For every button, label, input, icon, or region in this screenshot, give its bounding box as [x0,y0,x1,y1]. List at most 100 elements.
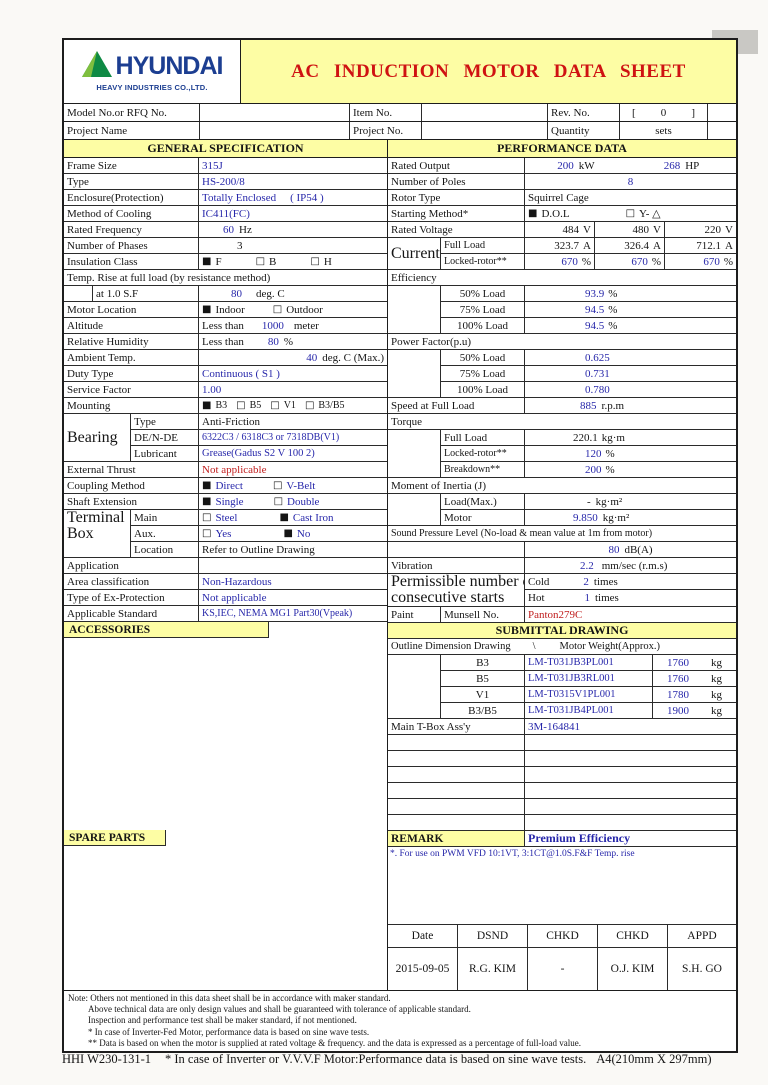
page-footer: HHI W230-131-1 * In case of Inverter or … [62,1052,764,1067]
unit: A [725,239,733,252]
location-option-outdoor: □ Outdoor [273,304,323,316]
option-label: Outdoor [286,303,323,316]
approval-header-row: Date DSND CHKD CHKD APPD [388,925,736,948]
option-label: Y- △ [639,208,661,220]
terminal-box-label: Terminal Box [64,510,131,557]
table-row: Moment of Inertia (J) [388,478,736,494]
mounting-option-b3b5: □ B3/B5 [305,400,345,411]
empty-cell [388,783,525,798]
field-value: Less than 80 % [199,334,387,349]
approval-value-row: 2015-09-05 R.G. KIM - O.J. KIM S.H. GO [388,948,736,990]
drawing-rows: B3 LM-T031JB3PL001 1760 kg B5 LM-T031JB3R… [441,655,736,718]
field-value: □ Yes ■ No [199,526,387,541]
field-label: Altitude [64,318,199,333]
hot-starts: Hot 1 times [525,590,736,605]
field-value: ■ Direct □ V-Belt [199,478,387,493]
title-band: AC INDUCTION MOTOR DATA SHEET [241,40,736,103]
checkbox-icon: ■ [202,480,212,491]
field-label: Rated Output [388,158,525,173]
sub-label: Breakdown** [441,462,525,477]
field-value: 2.2 mm/sec (r.m.s) [525,558,736,573]
field-value: 220.1 kg·m [525,430,736,445]
current-group: Current Full Load 323.7 A 326.4 A 712.1 A L… [388,238,736,270]
table-row: Rated Voltage 484 V 480 V 220 V [388,222,736,238]
field-value: 0.780 [585,383,610,396]
field-value: 6322C3 / 6318C3 or 7318DB(V1) [202,432,340,443]
table-row: Type HS-200/8 [64,174,387,190]
value: 94.5 [585,303,605,316]
weight-value: 1760 [667,656,689,669]
field-value: ■ B3 □ B5 □ V1 □ B3/B5 [199,398,387,413]
terminal-label-line1: Terminal [67,510,125,526]
table-row: Paint Munsell No. Panton279C [388,607,736,623]
drawings-group: B3 LM-T031JB3PL001 1760 kg B5 LM-T031JB3R… [388,655,736,719]
table-row: 100% Load 0.780 [441,382,736,397]
sub-label: Main [131,510,199,525]
field-value: ■ Indoor □ Outdoor [199,302,387,317]
empty-cell [525,815,736,830]
rev-bracket-close: ] [691,106,695,119]
humidity-prefix: Less than [202,335,244,348]
field-value: 0.625 [585,351,610,364]
table-row: Hot 1 times [525,590,736,605]
hot-value: 1 [584,591,591,604]
project-name-label: Project Name [64,122,200,139]
empty-cell [525,767,736,782]
coupling-option-direct: ■ Direct [202,480,243,492]
sf-sub-label: at 1.0 S.F [92,286,199,301]
table-row: Method of Cooling IC411(FC) [64,206,387,222]
option-label: B3 [215,400,228,411]
table-row: Number of Phases 3 [64,238,387,254]
table-row: Speed at Full Load 885 r.p.m [388,398,736,414]
drawing-number: LM-T031JB4PL001 [525,703,653,718]
current-label: Current [388,238,441,269]
voltage-2: 480 V [595,222,665,237]
approval-header-date: Date [388,925,458,947]
field-value: 94.5% [525,318,736,333]
value: 93.9 [585,287,605,300]
enclosure-ip: ( IP54 ) [290,191,324,204]
bearing-group: Bearing Type Anti-Friction DE/N-DE 6322C… [64,414,387,462]
field-label: Shaft Extension [64,494,199,509]
performance-column: Rated Output 200 kW 268 HP Number of Pol… [388,158,736,990]
unit: % [605,463,615,476]
voltage-3-value: 220 [704,223,722,236]
brand-name: HYUNDAI [115,52,224,80]
table-row: Rated Output 200 kW 268 HP [388,158,736,174]
checkbox-icon: ■ [528,208,538,219]
location-option-indoor: ■ Indoor [202,304,245,316]
pf-title: Power Factor(p.u) [391,335,472,348]
temp-rise-value: 80 [231,287,242,300]
speed-value: 885 [580,399,597,412]
current-rows: Full Load 323.7 A 326.4 A 712.1 A Locked-ro… [441,238,736,269]
table-row: Aux. □ Yes ■ No [131,526,387,542]
rev-number: 0 [660,106,667,119]
current-fl-2: 326.4 A [595,238,665,253]
unit: % [608,287,618,300]
value: 200 [585,463,602,476]
field-label: Vibration [388,558,525,573]
vibration-value: 2.2 [580,559,594,572]
checkbox-icon: ■ [202,304,212,315]
item-no-value [422,104,548,121]
empty-cell [525,735,736,750]
option-label: Cast Iron [292,511,334,524]
model-no-value [200,104,350,121]
field-value: Refer to Outline Drawing [202,543,315,556]
field-value: 0.731 [585,367,610,380]
inertia-title: Moment of Inertia (J) [391,479,486,492]
empty-cell [525,783,736,798]
table-row: Service Factor 1.00 [64,382,387,398]
field-value: - kg·m² [525,494,736,509]
field-label: Number of Poles [388,174,525,189]
general-spec-header: GENERAL SPECIFICATION [64,140,388,157]
pf-group: 50% Load 0.625 75% Load 0.731 100% Load … [388,350,736,398]
note-line: ** Data is based on when the motor is su… [88,1037,581,1048]
field-value: 315J [202,159,223,172]
table-row: Power Factor(p.u) [388,334,736,350]
table-row: Enclosure(Protection) Totally Enclosed (… [64,190,387,206]
empty-cell [388,751,525,766]
empty-row [388,767,736,783]
output-kw: 200 kW [525,158,627,173]
approval-header-chkd1: CHKD [528,925,598,947]
